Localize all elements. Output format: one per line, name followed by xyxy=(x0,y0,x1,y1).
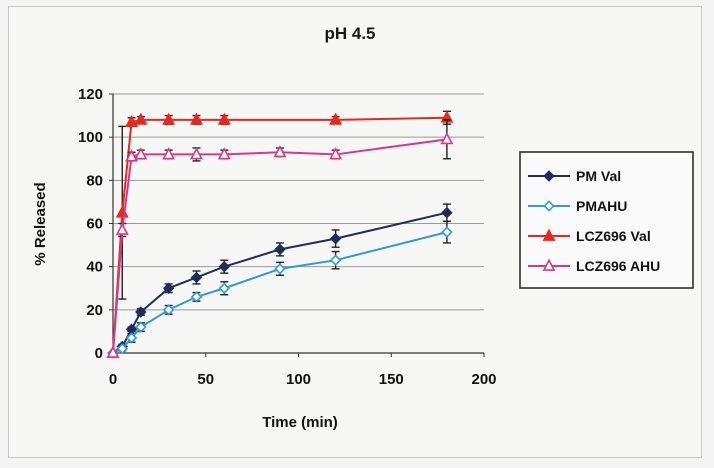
gridlines xyxy=(113,93,484,311)
data-point-lcz696-ahu-180 xyxy=(440,132,454,145)
data-point-pmahu-180 xyxy=(441,226,453,238)
series-line-lcz696-ahu xyxy=(112,138,448,354)
legend-item-pm-val: PM Val xyxy=(528,168,621,184)
data-point-lcz696-ahu-60 xyxy=(217,147,231,160)
legend-label-lcz696-val: LCZ696 Val xyxy=(576,228,651,244)
tick-labels: 0 20 40 60 80 100 120 0 50 100 150 200 xyxy=(78,86,497,388)
data-point-pmahu-10 xyxy=(125,332,138,344)
data-point-pmahu-60 xyxy=(218,282,231,294)
y-axis-label: % Released xyxy=(32,182,49,265)
data-point-lcz696-ahu-30 xyxy=(162,147,176,160)
y-tick-label-120: 120 xyxy=(78,86,103,103)
data-point-pmahu-15 xyxy=(135,321,147,333)
x-tick-label-200: 200 xyxy=(471,371,496,388)
data-point-lcz696-ahu-0 xyxy=(106,345,120,358)
data-point-pm-val-180 xyxy=(441,206,453,219)
y-tick-label-0: 0 xyxy=(95,345,103,362)
data-point-pmahu-30 xyxy=(162,304,175,316)
chart-title: pH 4.5 xyxy=(324,24,375,43)
data-point-pmahu-120 xyxy=(329,254,342,266)
data-point-pmahu-45 xyxy=(190,291,203,303)
x-axis-label: Time (min) xyxy=(262,414,338,431)
legend-marker-pm-val xyxy=(543,170,555,182)
plot-area xyxy=(106,110,454,359)
series-pm-val xyxy=(107,203,453,359)
legend-label-lcz696-ahu: LCZ696 AHU xyxy=(576,258,660,274)
legend-marker-lcz696-ahu xyxy=(542,258,556,271)
legend-item-lcz696-ahu: LCZ696 AHU xyxy=(528,258,660,274)
axes xyxy=(109,93,485,357)
y-tick-label-20: 20 xyxy=(86,302,103,319)
data-point-pm-val-30 xyxy=(162,282,175,294)
y-tick-label-80: 80 xyxy=(86,172,103,189)
data-point-pm-val-15 xyxy=(135,306,147,318)
legend: PM Val PMAHU LCZ696 Val LCZ696 AHU xyxy=(519,151,694,289)
legend-item-lcz696-val: LCZ696 Val xyxy=(528,228,651,244)
data-point-lcz696-val-60 xyxy=(217,112,231,125)
legend-label-pmahu: PMAHU xyxy=(576,198,627,214)
y-tick-label-40: 40 xyxy=(86,259,103,276)
data-point-pm-val-90 xyxy=(274,243,286,256)
y-tick-label-100: 100 xyxy=(78,129,103,146)
legend-label-pm-val: PM Val xyxy=(576,168,621,184)
data-point-lcz696-val-30 xyxy=(162,112,176,125)
series-line-pmahu xyxy=(112,231,448,354)
data-point-lcz696-val-120 xyxy=(329,112,343,125)
legend-item-pmahu: PMAHU xyxy=(528,198,627,214)
x-tick-label-0: 0 xyxy=(109,371,117,388)
data-point-lcz696-ahu-45 xyxy=(190,147,203,160)
data-point-pm-val-45 xyxy=(190,271,203,284)
legend-marker-pmahu xyxy=(543,200,555,212)
data-point-lcz696-val-45 xyxy=(190,112,203,125)
data-point-lcz696-ahu-90 xyxy=(273,144,287,158)
data-point-lcz696-val-10 xyxy=(125,114,138,127)
x-tick-label-100: 100 xyxy=(286,371,311,388)
data-point-lcz696-ahu-5 xyxy=(115,222,129,235)
data-point-lcz696-val-15 xyxy=(134,112,148,125)
data-point-pm-val-60 xyxy=(218,260,231,273)
series-line-pm-val xyxy=(112,211,448,354)
x-tick-label-50: 50 xyxy=(197,371,214,388)
data-point-pmahu-90 xyxy=(274,263,286,275)
data-point-pmahu-5 xyxy=(116,342,129,355)
series-lcz696-ahu xyxy=(106,119,454,358)
y-tick-label-60: 60 xyxy=(86,216,103,233)
x-tick-label-150: 150 xyxy=(379,371,404,388)
series-pmahu xyxy=(107,220,453,359)
data-point-lcz696-ahu-120 xyxy=(329,147,343,160)
data-point-lcz696-ahu-15 xyxy=(134,147,148,160)
data-point-lcz696-ahu-10 xyxy=(125,149,138,162)
data-point-pm-val-120 xyxy=(329,232,342,245)
legend-marker-lcz696-val xyxy=(542,228,556,241)
